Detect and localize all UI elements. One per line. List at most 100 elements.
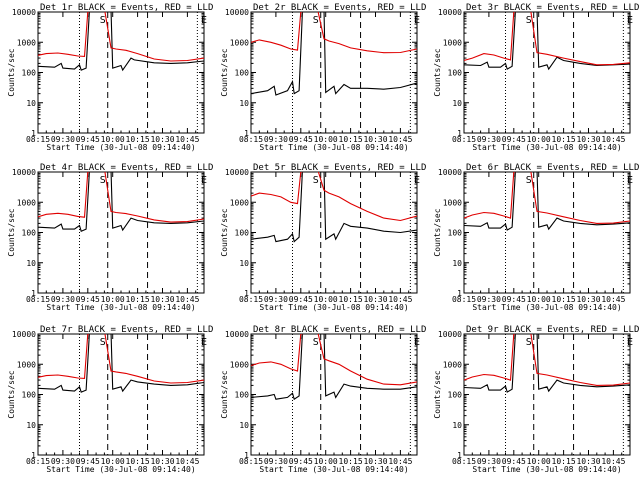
y-tick-label: 1 — [457, 129, 462, 138]
start-marker-label: S — [313, 337, 319, 348]
y-tick-label: 1000 — [443, 198, 462, 207]
x-axis-label: Start Time (30-Jul-08 09:14:40) — [259, 303, 408, 312]
panel-title: Det 3r BLACK = Events, RED = LLD — [466, 3, 639, 13]
x-tick-label: 10:00 — [101, 457, 125, 466]
y-tick-label: 10000 — [12, 168, 36, 177]
series-line-red — [38, 12, 204, 62]
x-tick-label: 09:30 — [477, 295, 501, 304]
y-tick-label: 10 — [452, 421, 462, 430]
end-marker-label: E — [414, 175, 420, 186]
panel-title: Det 5r BLACK = Events, RED = LLD — [253, 163, 426, 173]
end-marker-label: E — [201, 337, 207, 348]
y-tick-label: 10000 — [225, 168, 249, 177]
y-tick-label: 1 — [244, 289, 249, 298]
x-tick-label: 10:45 — [601, 295, 625, 304]
x-tick-label: 10:30 — [363, 135, 387, 144]
x-tick-label: 10:30 — [363, 457, 387, 466]
series-line-red — [251, 172, 417, 222]
series-line-red — [464, 172, 630, 224]
series-line-red — [251, 334, 417, 386]
x-tick-label: 10:00 — [314, 457, 338, 466]
x-tick-label: 09:45 — [502, 457, 526, 466]
end-marker-label: E — [414, 337, 420, 348]
x-tick-label: 09:30 — [264, 135, 288, 144]
y-axis-label: Counts/sec — [220, 48, 229, 96]
end-marker-label: E — [414, 15, 420, 26]
start-marker-label: S — [526, 337, 532, 348]
panel-1: Det 1r BLACK = Events, RED = LLD 1 10 100 10… — [7, 3, 213, 152]
y-axis-label: Counts/sec — [220, 370, 229, 418]
start-marker-label: S — [313, 15, 319, 26]
x-tick-label: 09:45 — [502, 135, 526, 144]
y-tick-label: 1000 — [17, 38, 36, 47]
y-tick-label: 100 — [22, 69, 37, 78]
x-tick-label: 10:45 — [388, 135, 412, 144]
x-tick-label: 09:45 — [76, 295, 100, 304]
x-tick-label: 09:45 — [76, 135, 100, 144]
y-tick-label: 10000 — [225, 8, 249, 17]
x-tick-label: 10:45 — [175, 135, 199, 144]
panel-7: Det 7r BLACK = Events, RED = LLD 1 10 100 10… — [7, 325, 213, 474]
y-tick-label: 1 — [31, 451, 36, 460]
y-tick-label: 10 — [26, 421, 36, 430]
panel-title: Det 9r BLACK = Events, RED = LLD — [466, 325, 639, 335]
x-tick-label: 10:15 — [552, 457, 576, 466]
x-tick-label: 10:00 — [314, 295, 338, 304]
panel-8: Det 8r BLACK = Events, RED = LLD 1 10 100 10… — [220, 325, 426, 474]
panel-title: Det 8r BLACK = Events, RED = LLD — [253, 325, 426, 335]
plot-frame — [37, 333, 205, 456]
y-tick-label: 100 — [235, 69, 250, 78]
panel-3: Det 3r BLACK = Events, RED = LLD 1 10 100 10… — [433, 3, 639, 152]
y-tick-label: 1 — [31, 129, 36, 138]
panel-5: Det 5r BLACK = Events, RED = LLD 1 10 100 10… — [220, 163, 426, 312]
series-line-red — [464, 334, 630, 386]
y-tick-label: 10 — [452, 259, 462, 268]
y-tick-label: 1000 — [230, 38, 249, 47]
series-line-red — [251, 12, 417, 54]
x-tick-label: 10:30 — [576, 295, 600, 304]
x-tick-label: 09:45 — [289, 295, 313, 304]
x-axis-label: Start Time (30-Jul-08 09:14:40) — [472, 303, 621, 312]
x-tick-label: 10:30 — [150, 457, 174, 466]
start-marker-label: S — [100, 15, 106, 26]
y-tick-label: 1000 — [17, 360, 36, 369]
plot-frame — [463, 171, 631, 294]
end-marker-label: E — [627, 15, 633, 26]
plot-frame — [250, 333, 418, 456]
x-tick-label: 09:45 — [289, 457, 313, 466]
x-tick-label: 08:15 — [239, 457, 263, 466]
start-marker-label: S — [313, 175, 319, 186]
plot-frame — [250, 171, 418, 294]
x-tick-label: 10:30 — [363, 295, 387, 304]
y-axis-label: Counts/sec — [7, 48, 16, 96]
y-tick-label: 10 — [239, 421, 249, 430]
x-tick-label: 10:45 — [601, 457, 625, 466]
start-marker-label: S — [100, 175, 106, 186]
y-tick-label: 100 — [448, 69, 463, 78]
x-tick-label: 10:45 — [388, 295, 412, 304]
x-tick-label: 08:15 — [26, 135, 50, 144]
series-line-black — [464, 172, 630, 231]
x-tick-label: 10:45 — [175, 295, 199, 304]
y-tick-label: 1000 — [230, 198, 249, 207]
y-tick-label: 10 — [239, 259, 249, 268]
x-tick-label: 10:15 — [126, 295, 150, 304]
x-axis-label: Start Time (30-Jul-08 09:14:40) — [46, 465, 195, 474]
y-axis-label: Counts/sec — [7, 370, 16, 418]
y-tick-label: 100 — [448, 391, 463, 400]
y-tick-label: 1000 — [443, 38, 462, 47]
plot-frame — [463, 333, 631, 456]
x-axis-label: Start Time (30-Jul-08 09:14:40) — [46, 143, 195, 152]
x-tick-label: 09:30 — [51, 295, 75, 304]
y-axis-label: Counts/sec — [220, 208, 229, 256]
x-tick-label: 08:15 — [26, 295, 50, 304]
panel-title: Det 2r BLACK = Events, RED = LLD — [253, 3, 426, 13]
x-tick-label: 08:15 — [26, 457, 50, 466]
y-tick-label: 10 — [452, 99, 462, 108]
y-tick-label: 10 — [26, 259, 36, 268]
x-tick-label: 08:15 — [239, 135, 263, 144]
x-tick-label: 10:00 — [101, 295, 125, 304]
panel-6: Det 6r BLACK = Events, RED = LLD 1 10 100 10… — [433, 163, 639, 312]
series-line-black — [38, 334, 204, 393]
